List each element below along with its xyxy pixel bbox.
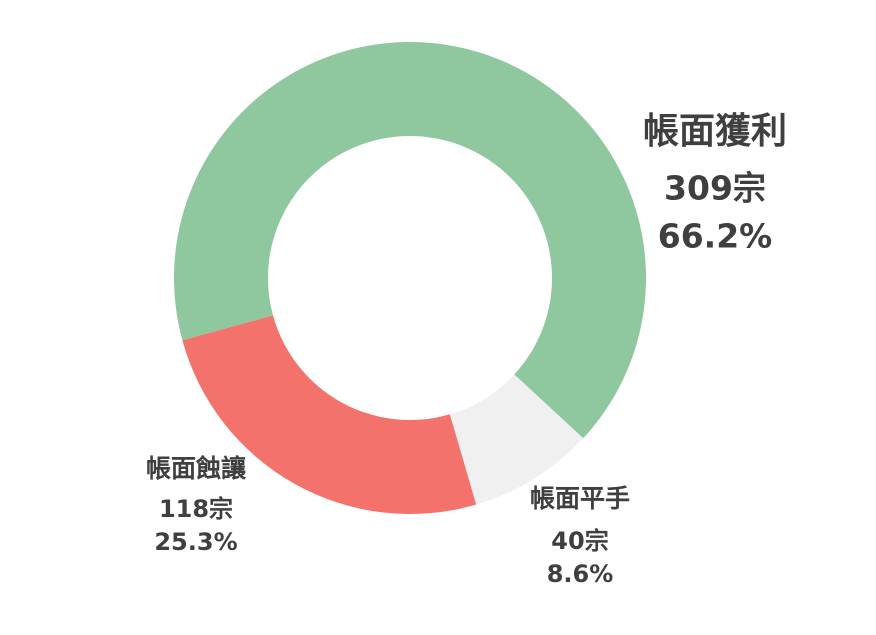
percent-label: 66.2%: [658, 217, 773, 256]
slice-label: 帳面平手: [530, 484, 630, 513]
slice-label: 帳面蝕讓: [146, 454, 247, 483]
donut-slice: [182, 315, 477, 514]
donut-slice: [449, 374, 584, 505]
count-label: 309宗: [664, 169, 766, 208]
percent-label: 8.6%: [547, 560, 614, 588]
count-label: 40宗: [551, 527, 608, 555]
percent-label: 25.3%: [154, 528, 237, 556]
slice-label: 帳面獲利: [643, 111, 787, 152]
count-label: 118宗: [159, 495, 233, 523]
donut-slice: [174, 41, 646, 439]
